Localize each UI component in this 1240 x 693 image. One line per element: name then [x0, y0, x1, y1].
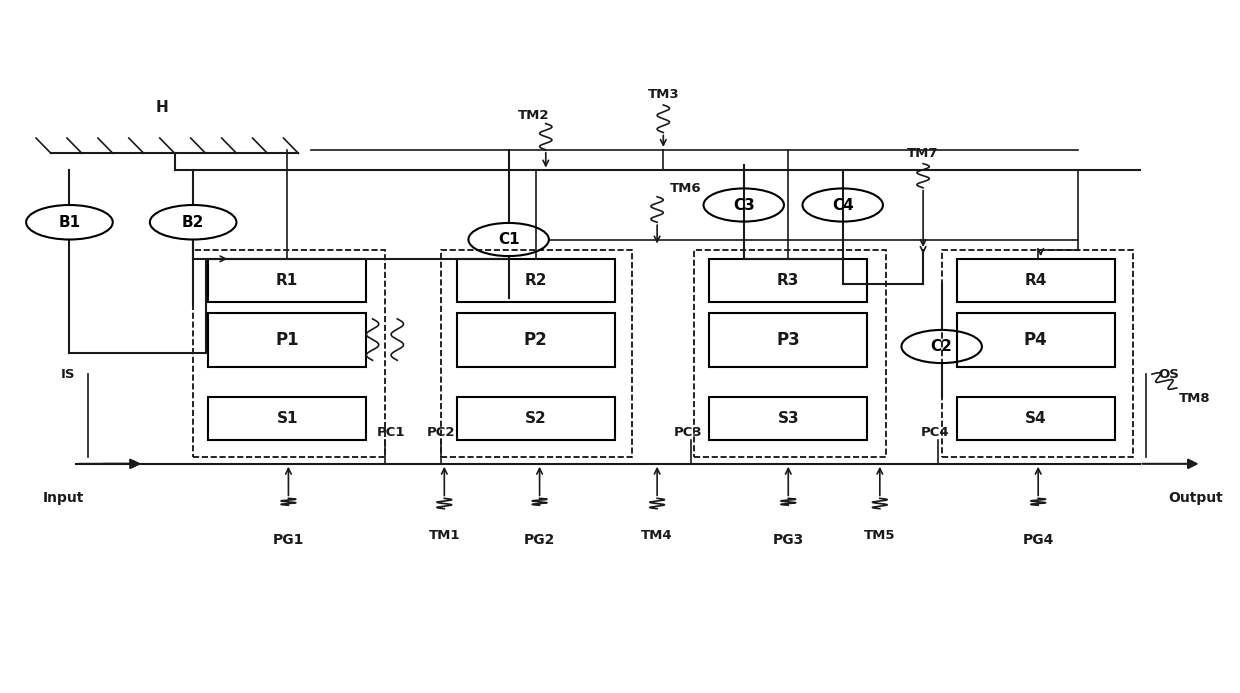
FancyBboxPatch shape — [956, 313, 1115, 367]
Text: TM7: TM7 — [908, 147, 939, 160]
FancyBboxPatch shape — [193, 250, 384, 457]
FancyBboxPatch shape — [208, 397, 366, 439]
Text: TM5: TM5 — [864, 529, 895, 543]
Text: PG2: PG2 — [523, 533, 556, 547]
Text: R1: R1 — [277, 273, 299, 288]
Text: B1: B1 — [58, 215, 81, 230]
Text: P2: P2 — [525, 331, 548, 349]
Text: TM1: TM1 — [429, 529, 460, 543]
Text: C2: C2 — [931, 339, 952, 354]
FancyBboxPatch shape — [941, 250, 1133, 457]
Text: B2: B2 — [182, 215, 205, 230]
Text: R3: R3 — [777, 273, 800, 288]
Text: TM4: TM4 — [641, 529, 673, 543]
Text: S4: S4 — [1025, 411, 1047, 426]
FancyBboxPatch shape — [208, 259, 366, 301]
FancyBboxPatch shape — [456, 259, 615, 301]
Text: PG1: PG1 — [273, 533, 304, 547]
Text: Input: Input — [42, 491, 84, 505]
Text: P3: P3 — [776, 331, 800, 349]
Text: TM2: TM2 — [517, 109, 549, 122]
Text: H: H — [156, 100, 169, 115]
Text: PC1: PC1 — [377, 426, 405, 439]
FancyBboxPatch shape — [709, 259, 868, 301]
FancyBboxPatch shape — [456, 313, 615, 367]
FancyBboxPatch shape — [956, 397, 1115, 439]
FancyBboxPatch shape — [709, 397, 868, 439]
Text: TM3: TM3 — [647, 89, 680, 101]
Text: R2: R2 — [525, 273, 547, 288]
Text: IS: IS — [61, 367, 76, 380]
FancyBboxPatch shape — [456, 397, 615, 439]
Text: P4: P4 — [1024, 331, 1048, 349]
FancyBboxPatch shape — [956, 259, 1115, 301]
Text: Output: Output — [1168, 491, 1223, 505]
FancyBboxPatch shape — [709, 313, 868, 367]
Text: S2: S2 — [525, 411, 547, 426]
Text: PC2: PC2 — [427, 426, 455, 439]
Text: S3: S3 — [777, 411, 799, 426]
Text: P1: P1 — [275, 331, 299, 349]
Text: C1: C1 — [497, 232, 520, 247]
FancyBboxPatch shape — [208, 313, 366, 367]
Text: C4: C4 — [832, 198, 853, 213]
Text: R4: R4 — [1024, 273, 1047, 288]
FancyBboxPatch shape — [440, 250, 632, 457]
Text: OS: OS — [1158, 367, 1179, 380]
FancyBboxPatch shape — [694, 250, 887, 457]
Text: PC3: PC3 — [673, 426, 702, 439]
Text: PC4: PC4 — [921, 426, 950, 439]
Text: PG3: PG3 — [773, 533, 804, 547]
Text: TM6: TM6 — [670, 182, 701, 195]
Text: S1: S1 — [277, 411, 298, 426]
Text: TM8: TM8 — [1179, 392, 1210, 405]
Text: PG4: PG4 — [1023, 533, 1054, 547]
Text: C3: C3 — [733, 198, 755, 213]
